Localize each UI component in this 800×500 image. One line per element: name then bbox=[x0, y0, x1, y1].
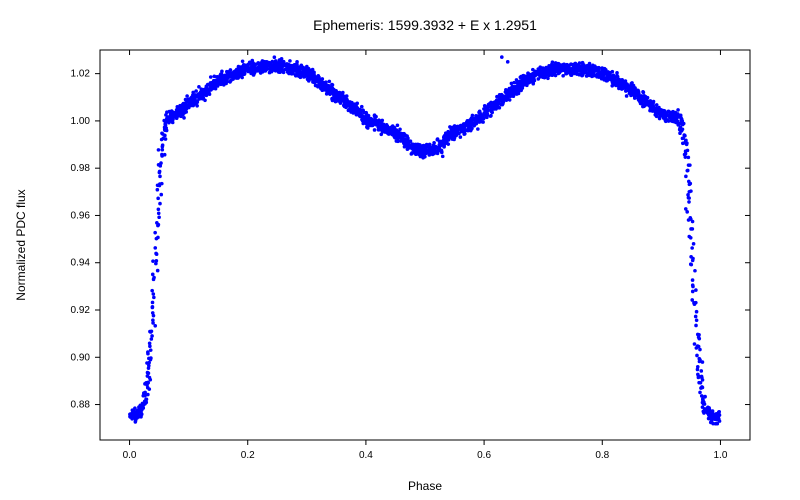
y-tick-label: 1.02 bbox=[71, 69, 91, 80]
y-tick-label: 0.92 bbox=[71, 305, 91, 316]
x-tick-label: 0.4 bbox=[359, 450, 373, 461]
y-tick-label: 0.94 bbox=[71, 258, 91, 269]
x-tick-label: 0.0 bbox=[123, 450, 137, 461]
light-curve-chart: Ephemeris: 1599.3932 + E x 1.2951 Phase … bbox=[0, 0, 800, 500]
x-tick-label: 0.8 bbox=[595, 450, 609, 461]
x-tick-label: 0.2 bbox=[241, 450, 255, 461]
chart-title: Ephemeris: 1599.3932 + E x 1.2951 bbox=[313, 17, 537, 33]
plot-area: 0.0 0.2 0.4 0.6 0.8 1.0 0.88 0.90 0.92 0.94 0.96 0.… bbox=[71, 50, 750, 461]
y-axis-label: Normalized PDC flux bbox=[14, 189, 28, 300]
x-tick-label: 0.6 bbox=[477, 450, 491, 461]
chart-container: Ephemeris: 1599.3932 + E x 1.2951 Phase … bbox=[0, 0, 800, 500]
y-tick-label: 0.88 bbox=[71, 400, 91, 411]
x-tick-label: 1.0 bbox=[714, 450, 728, 461]
y-tick-label: 0.90 bbox=[71, 352, 91, 363]
y-tick-label: 1.00 bbox=[71, 116, 91, 127]
x-axis-label: Phase bbox=[408, 479, 442, 493]
y-tick-label: 0.96 bbox=[71, 210, 91, 221]
y-tick-label: 0.98 bbox=[71, 163, 91, 174]
